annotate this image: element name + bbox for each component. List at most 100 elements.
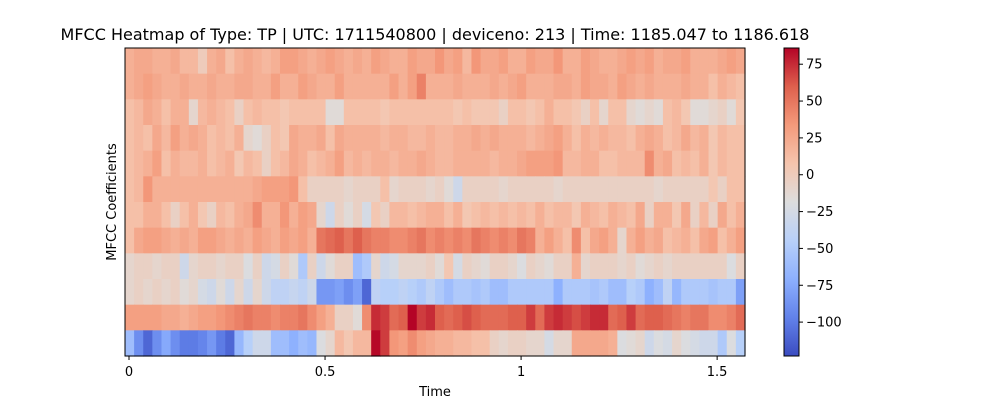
heatmap-cell: [544, 279, 555, 306]
heatmap-cell: [553, 125, 564, 152]
heatmap-cell: [690, 176, 701, 203]
heatmap-cell: [389, 330, 400, 357]
heatmap-cell: [553, 73, 564, 100]
heatmap-cell: [690, 202, 701, 229]
heatmap-cell: [380, 48, 391, 75]
heatmap-cell: [252, 176, 263, 203]
heatmap-cell: [389, 202, 400, 229]
heatmap-cell: [699, 176, 710, 203]
heatmap-cell: [298, 150, 308, 177]
heatmap-cell: [562, 304, 573, 331]
heatmap-cell: [672, 330, 682, 357]
heatmap-cell: [717, 304, 728, 331]
heatmap-cell: [644, 99, 655, 126]
heatmap-cell: [571, 73, 582, 100]
heatmap-cell: [553, 227, 564, 254]
heatmap-cell: [389, 227, 400, 254]
heatmap-cell: [590, 227, 600, 254]
heatmap-cell: [188, 48, 199, 75]
heatmap-cell: [435, 99, 445, 126]
heatmap-cell: [143, 304, 153, 331]
heatmap-cell: [307, 330, 318, 357]
heatmap-cell: [243, 253, 254, 280]
heatmap-cell: [207, 304, 217, 331]
heatmap-cell: [489, 304, 500, 331]
heatmap-cell: [398, 176, 409, 203]
heatmap-cell: [225, 150, 236, 177]
heatmap-cell: [289, 330, 299, 357]
heatmap-cell: [197, 227, 208, 254]
heatmap-cell: [672, 253, 682, 280]
heatmap-cell: [161, 227, 172, 254]
heatmap-cell: [662, 253, 673, 280]
heatmap-cell: [416, 99, 427, 126]
heatmap-cell: [225, 227, 236, 254]
heatmap-cell: [270, 330, 281, 357]
heatmap-cell: [590, 330, 600, 357]
heatmap-cell: [307, 202, 318, 229]
heatmap-cell: [690, 279, 701, 306]
heatmap-cell: [170, 304, 181, 331]
heatmap-cell: [444, 279, 454, 306]
heatmap-cell: [334, 150, 345, 177]
heatmap-cell: [681, 176, 691, 203]
heatmap-cell: [617, 73, 628, 100]
heatmap-cell: [289, 202, 299, 229]
heatmap-cell: [334, 227, 345, 254]
heatmap-cell: [216, 253, 226, 280]
heatmap-cell: [498, 279, 509, 306]
heatmap-cell: [726, 279, 737, 306]
heatmap-cell: [289, 125, 299, 152]
heatmap-cell: [307, 176, 318, 203]
heatmap-cell: [216, 202, 226, 229]
heatmap-cell: [234, 73, 245, 100]
heatmap-cell: [507, 99, 518, 126]
heatmap-cell: [726, 125, 737, 152]
heatmap-cell: [152, 279, 163, 306]
heatmap-cell: [662, 48, 673, 75]
heatmap-cell: [389, 176, 400, 203]
heatmap-cell: [316, 150, 327, 177]
heatmap-cell: [371, 227, 381, 254]
heatmap-cell: [626, 253, 637, 280]
heatmap-cell: [298, 330, 308, 357]
heatmap-cell: [343, 125, 354, 152]
heatmap-cell: [735, 253, 746, 280]
heatmap-cell: [289, 279, 299, 306]
heatmap-cell: [179, 176, 190, 203]
heatmap-cell: [562, 330, 573, 357]
heatmap-cell: [535, 125, 546, 152]
heatmap-cell: [362, 73, 372, 100]
heatmap-cell: [188, 202, 199, 229]
heatmap-cell: [362, 202, 372, 229]
heatmap-cell: [398, 253, 409, 280]
heatmap-cell: [635, 202, 646, 229]
heatmap-cell: [398, 150, 409, 177]
heatmap-cell: [571, 279, 582, 306]
heatmap-cell: [234, 330, 245, 357]
heatmap-cell: [562, 73, 573, 100]
heatmap-cell: [580, 227, 591, 254]
heatmap-cell: [444, 99, 454, 126]
heatmap-cell: [626, 279, 637, 306]
heatmap-cell: [125, 150, 135, 177]
heatmap-cell: [125, 304, 135, 331]
heatmap-cell: [179, 99, 190, 126]
heatmap-cell: [197, 150, 208, 177]
heatmap-cell: [580, 330, 591, 357]
heatmap-cell: [453, 48, 463, 75]
heatmap-cell: [197, 304, 208, 331]
heatmap-cell: [471, 227, 482, 254]
heatmap-cell: [416, 150, 427, 177]
heatmap-cell: [362, 125, 372, 152]
heatmap-cell: [699, 125, 710, 152]
heatmap-cell: [544, 176, 555, 203]
chart-title: MFCC Heatmap of Type: TP | UTC: 17115408…: [61, 25, 810, 44]
heatmap-cell: [735, 150, 746, 177]
heatmap-cell: [717, 150, 728, 177]
heatmap-cell: [225, 279, 236, 306]
heatmap-cell: [225, 73, 236, 100]
heatmap-cell: [398, 330, 409, 357]
heatmap-cell: [462, 48, 473, 75]
heatmap-cell: [681, 227, 691, 254]
